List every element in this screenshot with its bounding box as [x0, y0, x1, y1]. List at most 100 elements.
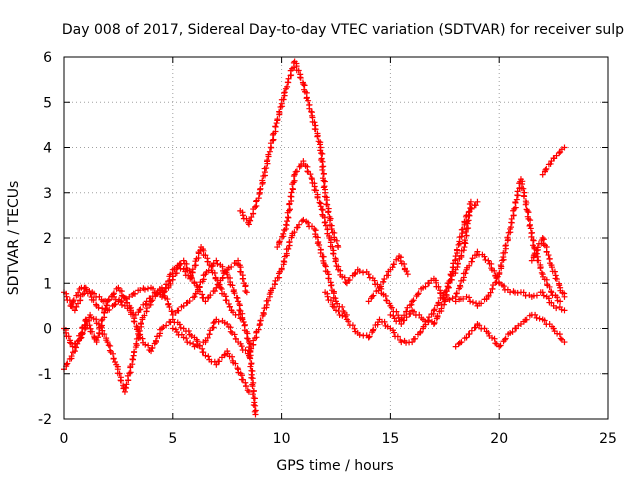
data-point	[467, 198, 474, 205]
data-point	[232, 336, 239, 343]
data-point	[274, 116, 281, 123]
data-point	[528, 233, 535, 240]
data-point	[316, 199, 323, 206]
y-tick-label: -1	[38, 367, 52, 383]
data-point	[561, 144, 568, 151]
data-point	[327, 282, 334, 289]
data-point	[520, 289, 527, 296]
data-point	[252, 411, 259, 418]
data-point	[489, 285, 496, 292]
data-point	[266, 148, 273, 155]
data-point	[285, 75, 292, 82]
data-point	[70, 297, 77, 304]
data-point	[351, 271, 358, 278]
data-point	[501, 336, 508, 343]
data-point	[149, 293, 156, 300]
data-point	[71, 348, 78, 355]
data-point	[458, 233, 465, 240]
data-point	[540, 292, 547, 299]
data-point	[525, 209, 532, 216]
data-point	[453, 246, 460, 253]
data-point	[205, 353, 212, 360]
data-point	[311, 119, 318, 126]
data-point	[71, 307, 78, 314]
data-point	[561, 307, 568, 314]
data-point	[465, 217, 472, 224]
data-point	[412, 335, 419, 342]
data-point	[455, 241, 462, 248]
data-point	[98, 323, 105, 330]
data-point	[142, 341, 149, 348]
data-point	[225, 300, 232, 307]
data-point	[548, 264, 555, 271]
data-point	[104, 339, 111, 346]
series-sat-N	[539, 144, 568, 178]
data-point	[398, 320, 405, 327]
data-point	[183, 335, 190, 342]
data-point	[430, 310, 437, 317]
data-point	[539, 235, 546, 241]
data-point	[312, 126, 319, 133]
data-point	[320, 177, 327, 184]
data-point	[417, 329, 424, 336]
data-point	[284, 218, 291, 225]
data-point	[407, 310, 414, 317]
data-point	[149, 285, 156, 292]
data-point	[304, 168, 311, 175]
data-point	[381, 275, 388, 282]
data-point	[242, 347, 249, 354]
data-point	[314, 194, 321, 201]
data-point	[493, 274, 500, 281]
data-point	[167, 280, 174, 287]
series-sat-B	[61, 257, 259, 418]
data-point	[196, 342, 203, 349]
data-point	[374, 281, 381, 288]
data-point	[430, 320, 437, 327]
data-point	[504, 234, 511, 241]
data-point	[317, 249, 324, 256]
data-point	[320, 170, 327, 177]
data-point	[136, 306, 143, 313]
data-point	[229, 353, 236, 360]
data-point	[452, 253, 459, 260]
data-point	[243, 335, 250, 342]
data-point	[72, 344, 79, 351]
data-point	[251, 408, 258, 415]
data-point	[329, 243, 336, 250]
data-point	[291, 171, 298, 178]
data-point	[381, 318, 388, 325]
data-point	[469, 299, 476, 306]
data-point	[66, 339, 73, 346]
data-point	[229, 282, 236, 289]
data-point	[502, 335, 509, 342]
data-point	[133, 340, 140, 347]
data-point	[319, 166, 326, 173]
data-point	[460, 295, 467, 302]
data-point	[188, 274, 195, 281]
data-point	[239, 316, 246, 323]
data-point	[321, 219, 328, 226]
data-point	[250, 402, 257, 409]
data-point	[296, 221, 303, 228]
data-point	[86, 288, 93, 295]
data-point	[123, 381, 130, 388]
data-point	[187, 339, 194, 346]
data-point	[89, 328, 96, 335]
data-point	[500, 283, 507, 290]
data-point	[180, 257, 187, 264]
data-point	[211, 288, 218, 295]
data-point	[221, 351, 228, 358]
data-point	[219, 274, 226, 281]
data-point	[457, 282, 464, 289]
data-point	[240, 376, 247, 383]
data-point	[543, 165, 550, 172]
data-point	[409, 339, 416, 346]
data-point	[434, 312, 441, 319]
data-point	[546, 283, 553, 290]
data-point	[242, 379, 249, 386]
data-point	[304, 219, 311, 226]
data-point	[459, 226, 466, 233]
data-point	[422, 283, 429, 290]
data-point	[131, 348, 138, 355]
data-point	[478, 300, 485, 307]
